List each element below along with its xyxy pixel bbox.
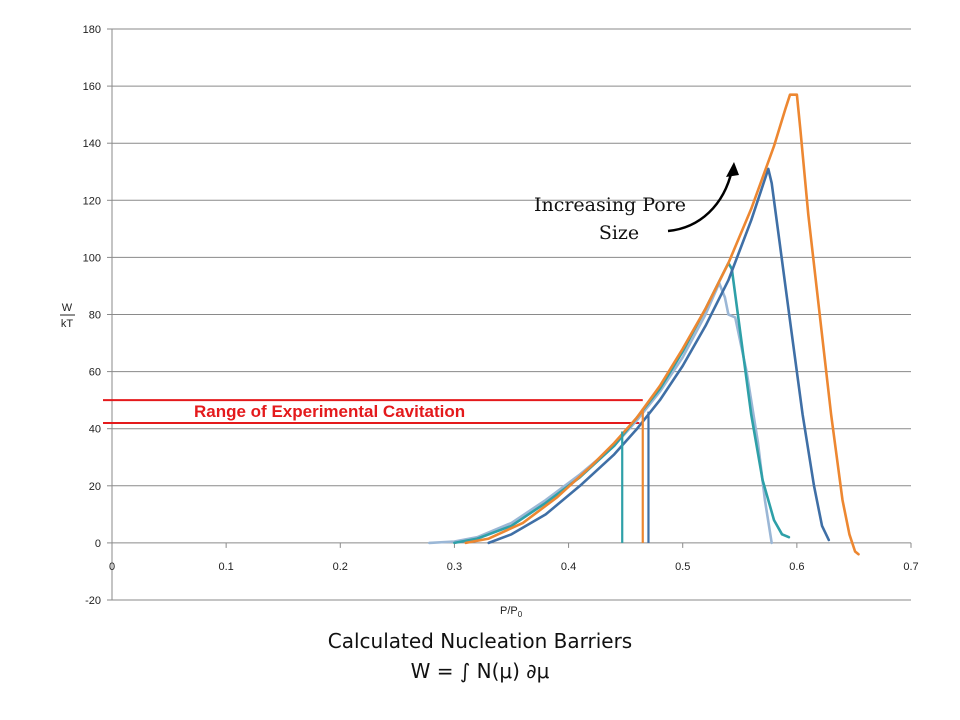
experimental-cavitation-range (103, 399, 643, 424)
x-tick-label-6: 0.6 (789, 561, 804, 573)
x-axis-label-main: P/P (500, 605, 518, 617)
y-axis-label-top: W (62, 302, 73, 314)
y-tick-label-8: 140 (83, 138, 101, 150)
x-axis-label-sub: 0 (518, 610, 523, 619)
y-tick-labels: -20 0 20 40 60 80 100 120 140 160 180 (83, 24, 101, 607)
y-axis-label: W kT (60, 302, 75, 330)
x-tick-label-0: 0 (109, 561, 115, 573)
pore-size-annotation: Increasing Pore Size (534, 162, 739, 244)
y-tick-label-2: 20 (89, 481, 101, 493)
grid-lines (112, 28, 911, 601)
x-axis-label: P/P0 (500, 605, 523, 619)
y-tick-label-10: 180 (83, 24, 101, 36)
x-tick-label-5: 0.5 (675, 561, 690, 573)
series-line-2 (487, 167, 831, 545)
range-label: Range of Experimental Cavitation (194, 402, 465, 421)
series-line-0 (427, 281, 774, 545)
y-tick-label-4: 60 (89, 367, 101, 379)
x-tick-label-3: 0.3 (447, 561, 462, 573)
y-tick-label-1: 0 (95, 538, 101, 550)
caption-title: Calculated Nucleation Barriers (327, 629, 633, 653)
caption-formula: W = ∫ N(μ) ∂μ (410, 659, 550, 683)
annotation-line-1: Increasing Pore (534, 194, 686, 216)
series-lines (427, 93, 860, 556)
x-tick-label-1: 0.1 (218, 561, 233, 573)
y-tick-label-0: -20 (85, 595, 101, 607)
arrow-head-icon (726, 162, 739, 177)
series-line-3 (464, 93, 860, 556)
y-tick-label-3: 40 (89, 424, 101, 436)
y-tick-label-7: 120 (83, 195, 101, 207)
y-tick-label-6: 100 (83, 252, 101, 264)
y-tick-label-5: 80 (89, 310, 101, 322)
x-tick-label-4: 0.4 (561, 561, 576, 573)
x-tick-label-7: 0.7 (903, 561, 918, 573)
y-axis-label-bottom: kT (61, 318, 74, 330)
x-tick-labels: 0 0.1 0.2 0.3 0.4 0.5 0.6 0.7 (109, 561, 919, 573)
axes (107, 28, 912, 601)
cavitation-drop-lines (621, 408, 650, 543)
x-tick-label-2: 0.2 (333, 561, 348, 573)
y-tick-label-9: 160 (83, 81, 101, 93)
curved-arrow-icon (667, 169, 734, 233)
annotation-line-2: Size (599, 222, 639, 244)
